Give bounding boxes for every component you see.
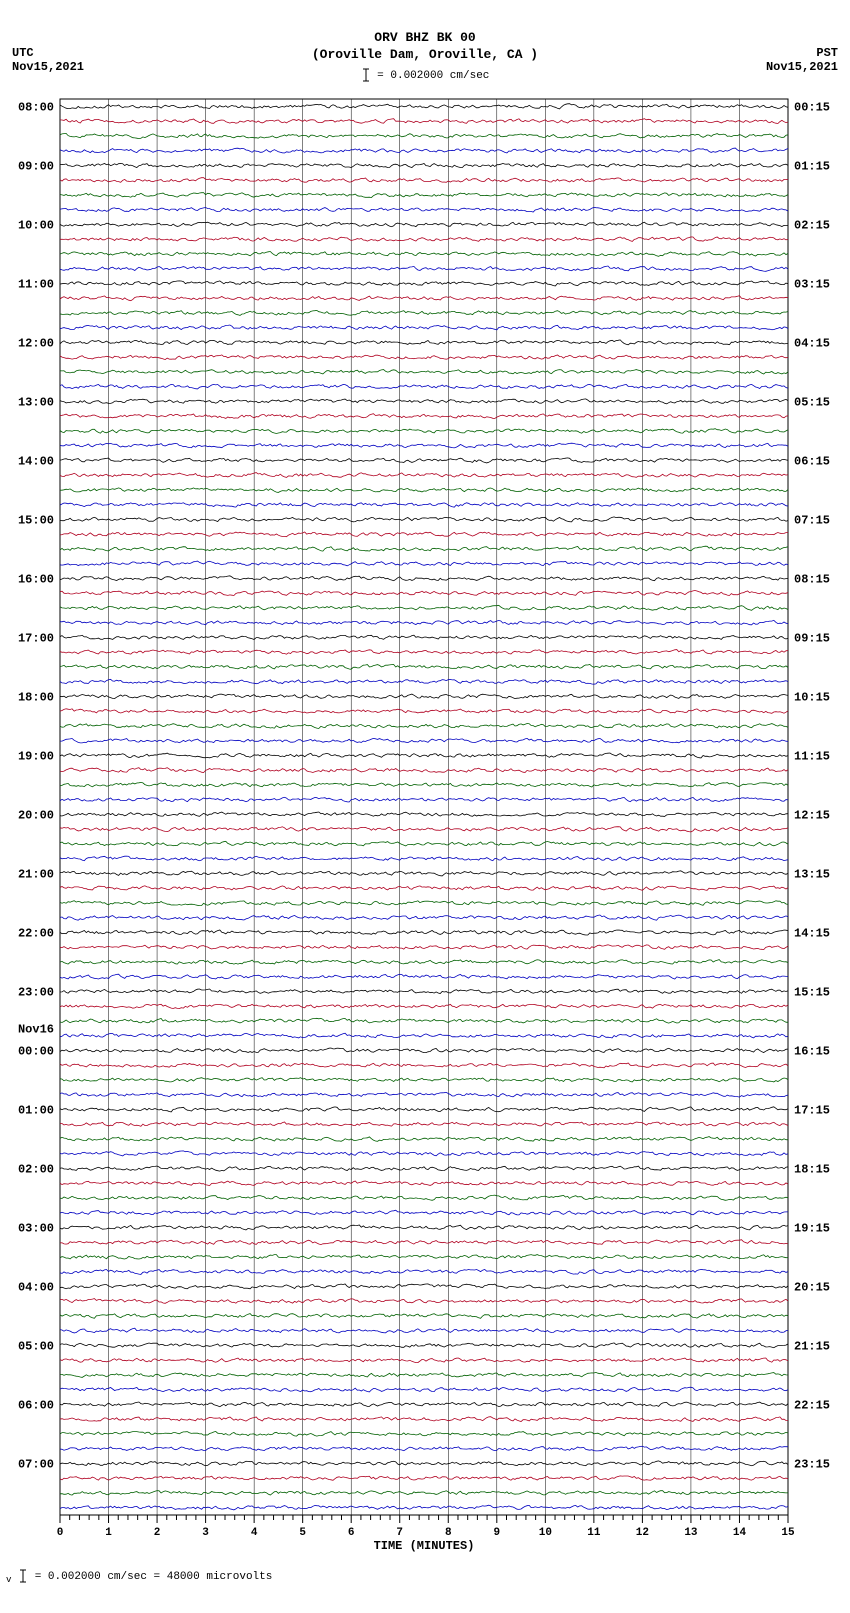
svg-text:09:15: 09:15 bbox=[794, 631, 830, 645]
seismogram-page: UTC Nov15,2021 PST Nov15,2021 ORV BHZ BK… bbox=[0, 0, 850, 1585]
svg-text:00:15: 00:15 bbox=[794, 100, 830, 114]
tz-right: PST bbox=[766, 46, 838, 60]
svg-text:03:15: 03:15 bbox=[794, 277, 830, 291]
footer-note: v = 0.002000 cm/sec = 48000 microvolts bbox=[6, 1569, 850, 1585]
svg-text:14:00: 14:00 bbox=[18, 454, 54, 468]
svg-text:18:15: 18:15 bbox=[794, 1162, 830, 1176]
svg-text:19:15: 19:15 bbox=[794, 1221, 830, 1235]
svg-text:20:00: 20:00 bbox=[18, 808, 54, 822]
svg-text:01:15: 01:15 bbox=[794, 159, 830, 173]
svg-text:05:00: 05:00 bbox=[18, 1339, 54, 1353]
svg-text:3: 3 bbox=[202, 1527, 209, 1539]
svg-text:20:15: 20:15 bbox=[794, 1280, 830, 1294]
svg-text:2: 2 bbox=[154, 1527, 161, 1539]
header: ORV BHZ BK 00 (Oroville Dam, Oroville, C… bbox=[0, 0, 850, 83]
svg-text:8: 8 bbox=[445, 1527, 452, 1539]
tz-left-block: UTC Nov15,2021 bbox=[12, 46, 84, 75]
svg-text:13:15: 13:15 bbox=[794, 867, 830, 881]
svg-text:10:15: 10:15 bbox=[794, 690, 830, 704]
svg-text:22:15: 22:15 bbox=[794, 1398, 830, 1412]
svg-text:21:00: 21:00 bbox=[18, 867, 54, 881]
svg-text:08:15: 08:15 bbox=[794, 572, 830, 586]
svg-text:14:15: 14:15 bbox=[794, 926, 830, 940]
scale-note: = 0.002000 cm/sec bbox=[0, 68, 850, 83]
svg-text:6: 6 bbox=[348, 1527, 355, 1539]
svg-text:5: 5 bbox=[299, 1527, 306, 1539]
svg-text:1: 1 bbox=[105, 1527, 112, 1539]
svg-text:16:00: 16:00 bbox=[18, 572, 54, 586]
svg-text:18:00: 18:00 bbox=[18, 690, 54, 704]
svg-text:03:00: 03:00 bbox=[18, 1221, 54, 1235]
svg-text:12: 12 bbox=[636, 1527, 649, 1539]
svg-text:TIME (MINUTES): TIME (MINUTES) bbox=[374, 1539, 475, 1553]
svg-text:11: 11 bbox=[587, 1527, 601, 1539]
svg-text:22:00: 22:00 bbox=[18, 926, 54, 940]
svg-text:0: 0 bbox=[57, 1527, 64, 1539]
svg-text:11:15: 11:15 bbox=[794, 749, 830, 763]
svg-text:21:15: 21:15 bbox=[794, 1339, 830, 1353]
svg-text:17:15: 17:15 bbox=[794, 1103, 830, 1117]
svg-text:07:00: 07:00 bbox=[18, 1457, 54, 1471]
svg-text:16:15: 16:15 bbox=[794, 1044, 830, 1058]
svg-text:9: 9 bbox=[493, 1527, 500, 1539]
scale-text: = 0.002000 cm/sec bbox=[371, 70, 490, 82]
svg-text:06:15: 06:15 bbox=[794, 454, 830, 468]
svg-text:15: 15 bbox=[781, 1527, 795, 1539]
svg-text:07:15: 07:15 bbox=[794, 513, 830, 527]
svg-text:12:15: 12:15 bbox=[794, 808, 830, 822]
svg-text:08:00: 08:00 bbox=[18, 100, 54, 114]
svg-text:02:00: 02:00 bbox=[18, 1162, 54, 1176]
svg-text:15:15: 15:15 bbox=[794, 985, 830, 999]
svg-text:09:00: 09:00 bbox=[18, 159, 54, 173]
svg-text:19:00: 19:00 bbox=[18, 749, 54, 763]
tz-right-block: PST Nov15,2021 bbox=[766, 46, 838, 75]
svg-text:13:00: 13:00 bbox=[18, 395, 54, 409]
svg-text:12:00: 12:00 bbox=[18, 336, 54, 350]
plot-area: 08:00 09:00 10:00 11:00 12:00 13:00 14:00 15:00… bbox=[0, 93, 850, 1553]
date-right: Nov15,2021 bbox=[766, 60, 838, 74]
svg-text:04:00: 04:00 bbox=[18, 1280, 54, 1294]
svg-text:00:00: 00:00 bbox=[18, 1044, 54, 1058]
svg-text:10:00: 10:00 bbox=[18, 218, 54, 232]
svg-text:14: 14 bbox=[733, 1527, 747, 1539]
date-left: Nov15,2021 bbox=[12, 60, 84, 74]
svg-text:10: 10 bbox=[539, 1527, 552, 1539]
svg-text:Nov16: Nov16 bbox=[18, 1022, 54, 1036]
svg-text:04:15: 04:15 bbox=[794, 336, 830, 350]
svg-text:23:00: 23:00 bbox=[18, 985, 54, 999]
svg-text:06:00: 06:00 bbox=[18, 1398, 54, 1412]
svg-text:17:00: 17:00 bbox=[18, 631, 54, 645]
svg-text:15:00: 15:00 bbox=[18, 513, 54, 527]
svg-text:23:15: 23:15 bbox=[794, 1457, 830, 1471]
svg-text:01:00: 01:00 bbox=[18, 1103, 54, 1117]
svg-text:02:15: 02:15 bbox=[794, 218, 830, 232]
tz-left: UTC bbox=[12, 46, 84, 60]
svg-text:13: 13 bbox=[684, 1527, 698, 1539]
svg-text:4: 4 bbox=[251, 1527, 258, 1539]
svg-text:7: 7 bbox=[396, 1527, 403, 1539]
seismogram-svg: 08:00 09:00 10:00 11:00 12:00 13:00 14:00 15:00… bbox=[0, 93, 850, 1553]
station-line: ORV BHZ BK 00 bbox=[0, 30, 850, 47]
svg-text:11:00: 11:00 bbox=[18, 277, 54, 291]
location-line: (Oroville Dam, Oroville, CA ) bbox=[0, 47, 850, 64]
svg-text:05:15: 05:15 bbox=[794, 395, 830, 409]
footer-text: = 0.002000 cm/sec = 48000 microvolts bbox=[28, 1571, 272, 1583]
